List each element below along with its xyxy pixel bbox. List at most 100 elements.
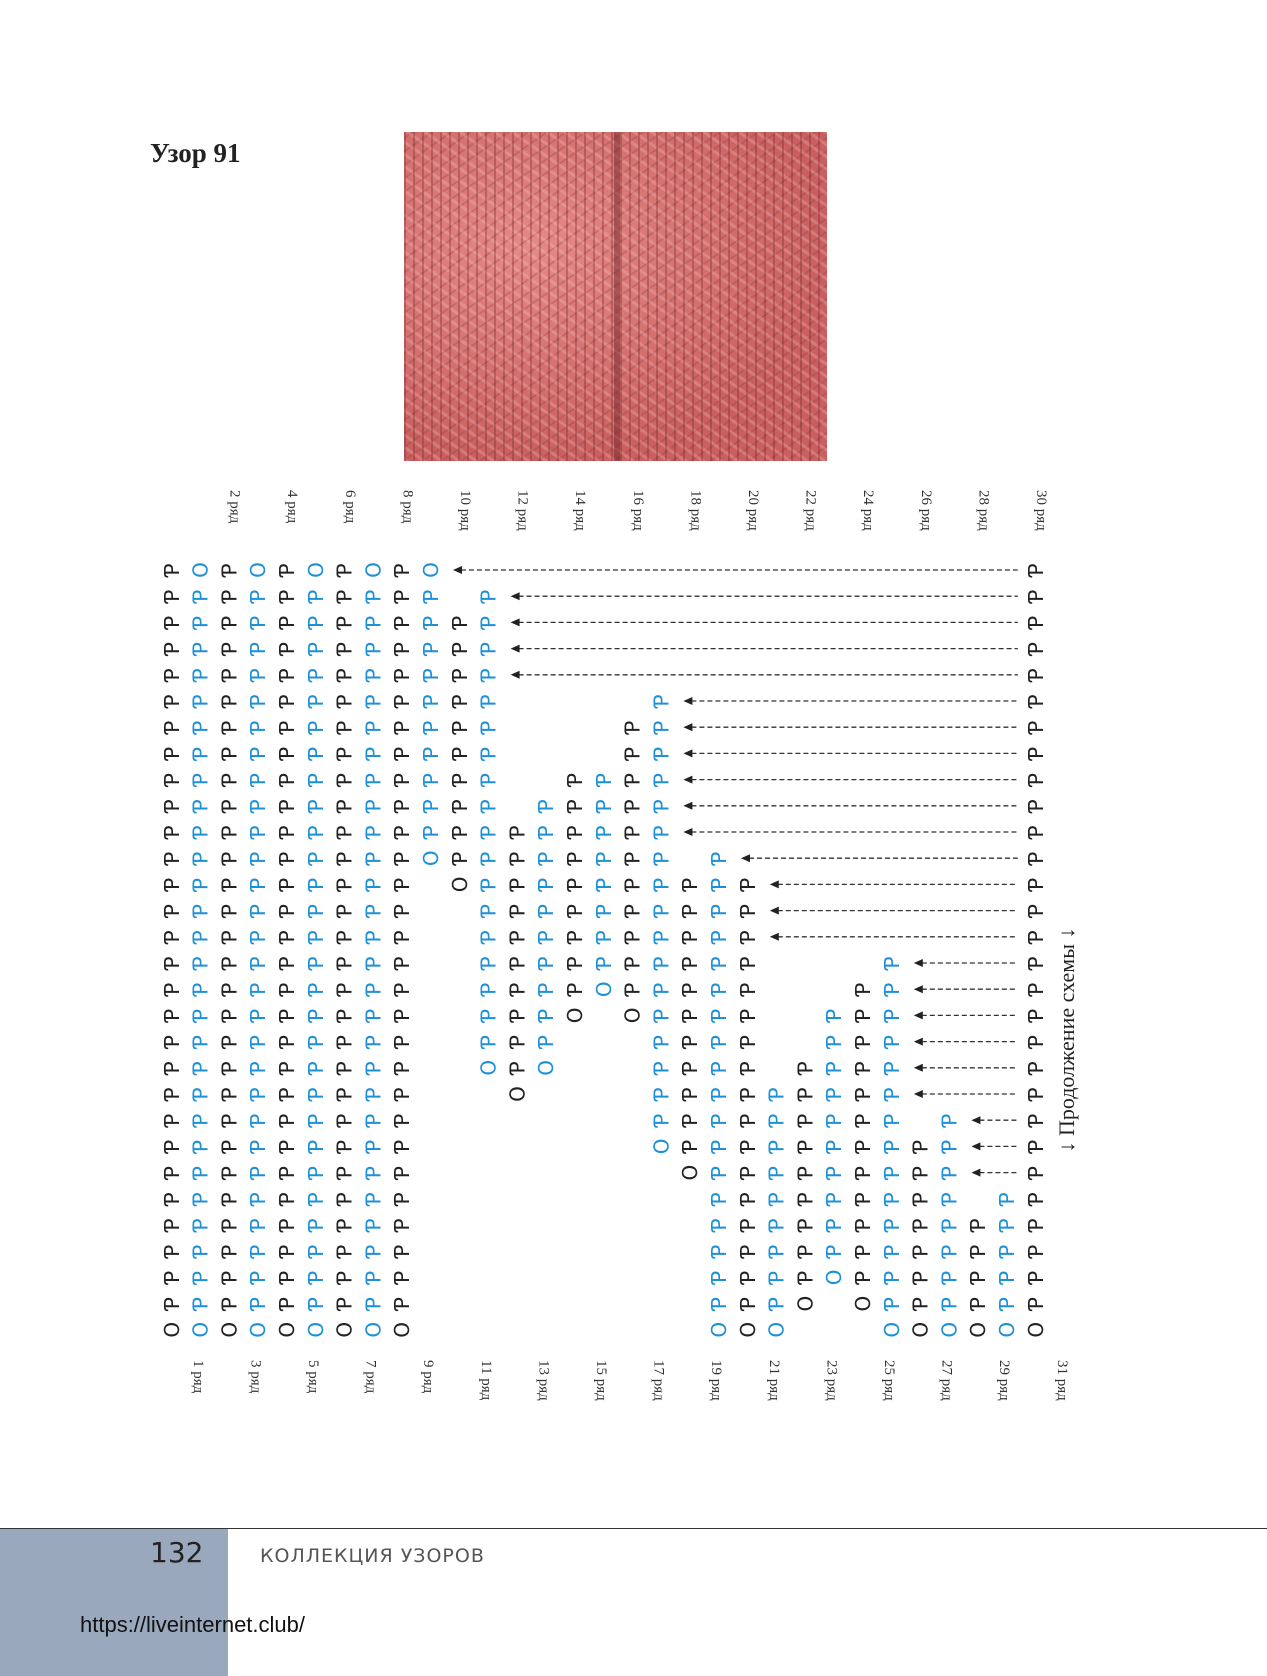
stitch-symbol: Ƥ — [246, 930, 270, 945]
stitch-symbol: Ƥ — [361, 1061, 385, 1076]
stitch-symbol: Ƥ — [419, 799, 443, 814]
stitch-symbol: Ƥ — [880, 1009, 904, 1024]
stitch-symbol: Ƥ — [189, 825, 213, 840]
stitch-symbol: Ƥ — [1024, 616, 1048, 631]
stitch-symbol: Ƥ — [390, 694, 414, 709]
stitch-symbol: Ƥ — [361, 1245, 385, 1260]
stitch-symbol: Ƥ — [361, 1140, 385, 1155]
stitch-symbol: O — [275, 1322, 299, 1338]
row-label: 17 ряд — [651, 1360, 667, 1401]
row-label: 9 ряд — [420, 1360, 436, 1394]
stitch-symbol: Ƥ — [477, 1009, 501, 1024]
stitch-symbol: Ƥ — [649, 825, 673, 840]
stitch-symbol: Ƥ — [937, 1271, 961, 1286]
row-label: 10 ряд — [457, 490, 473, 531]
stitch-symbol: Ƥ — [390, 799, 414, 814]
stitch-symbol: Ƥ — [361, 747, 385, 762]
stitch-symbol: Ƥ — [275, 904, 299, 919]
stitch-symbol: Ƥ — [822, 1114, 846, 1129]
stitch-symbol: Ƥ — [361, 1218, 385, 1233]
arrow-head-icon — [971, 1142, 981, 1151]
arrow-head-icon — [769, 906, 779, 915]
stitch-symbol: Ƥ — [534, 956, 558, 971]
stitch-symbol: O — [995, 1322, 1019, 1338]
stitch-symbol: Ƥ — [217, 878, 241, 893]
stitch-symbol: Ƥ — [361, 1114, 385, 1129]
stitch-symbol: Ƥ — [707, 1218, 731, 1233]
stitch-symbol: Ƥ — [477, 878, 501, 893]
stitch-symbol: Ƥ — [966, 1271, 990, 1286]
stitch-symbol: Ƥ — [563, 852, 587, 867]
stitch-symbol: Ƥ — [477, 590, 501, 605]
stitch-symbol: Ƥ — [851, 1087, 875, 1102]
stitch-symbol: Ƥ — [189, 721, 213, 736]
stitch-symbol: Ƥ — [275, 983, 299, 998]
stitch-symbol: Ƥ — [707, 904, 731, 919]
stitch-symbol: Ƥ — [448, 694, 472, 709]
stitch-symbol: Ƥ — [333, 1271, 357, 1286]
stitch-symbol: Ƥ — [592, 825, 616, 840]
stitch-symbol: Ƥ — [592, 956, 616, 971]
stitch-symbol: Ƥ — [189, 983, 213, 998]
stitch-symbol: Ƥ — [275, 1271, 299, 1286]
stitch-symbol: Ƥ — [160, 668, 184, 683]
stitch-symbol: Ƥ — [1024, 852, 1048, 867]
row-label: 20 ряд — [745, 490, 761, 531]
stitch-symbol: Ƥ — [275, 563, 299, 578]
row-label: 21 ряд — [766, 1360, 782, 1401]
stitch-symbol: Ƥ — [217, 747, 241, 762]
stitch-symbol: Ƥ — [304, 642, 328, 657]
stitch-symbol: O — [189, 562, 213, 578]
stitch-symbol: Ƥ — [505, 1009, 529, 1024]
stitch-symbol: Ƥ — [851, 1114, 875, 1129]
stitch-symbol: Ƥ — [851, 983, 875, 998]
stitch-symbol: Ƥ — [189, 1035, 213, 1050]
stitch-symbol: Ƥ — [822, 1140, 846, 1155]
stitch-symbol: Ƥ — [160, 773, 184, 788]
arrow-head-icon — [510, 670, 520, 679]
stitch-symbol: Ƥ — [621, 773, 645, 788]
stitch-symbol: Ƥ — [160, 956, 184, 971]
stitch-symbol: Ƥ — [822, 1087, 846, 1102]
stitch-symbol: Ƥ — [160, 1297, 184, 1312]
stitch-symbol: Ƥ — [505, 956, 529, 971]
stitch-symbol: O — [851, 1296, 875, 1312]
stitch-symbol: Ƥ — [361, 1009, 385, 1024]
stitch-symbol: Ƥ — [246, 799, 270, 814]
stitch-symbol: Ƥ — [477, 852, 501, 867]
stitch-symbol: Ƥ — [246, 694, 270, 709]
stitch-symbol: O — [217, 1322, 241, 1338]
row-label: 1 ряд — [190, 1360, 206, 1394]
stitch-symbol: Ƥ — [880, 1035, 904, 1050]
stitch-symbol: O — [246, 1322, 270, 1338]
stitch-symbol: Ƥ — [678, 1061, 702, 1076]
stitch-symbol: Ƥ — [361, 799, 385, 814]
stitch-symbol: Ƥ — [217, 1192, 241, 1207]
stitch-symbol: Ƥ — [419, 773, 443, 788]
stitch-symbol: Ƥ — [448, 825, 472, 840]
stitch-symbol: Ƥ — [246, 668, 270, 683]
stitch-symbol: Ƥ — [333, 1218, 357, 1233]
stitch-symbol: Ƥ — [275, 825, 299, 840]
row-label: 8 ряд — [399, 490, 415, 524]
stitch-symbol: Ƥ — [563, 930, 587, 945]
stitch-symbol: O — [765, 1322, 789, 1338]
arrow-head-icon — [683, 828, 693, 836]
stitch-symbol: Ƥ — [390, 1271, 414, 1286]
stitch-symbol: Ƥ — [246, 852, 270, 867]
arrow-head-icon — [453, 566, 462, 574]
stitch-symbol: Ƥ — [246, 1035, 270, 1050]
stitch-symbol: Ƥ — [304, 930, 328, 945]
stitch-symbol: Ƥ — [160, 799, 184, 814]
stitch-symbol: Ƥ — [304, 1245, 328, 1260]
stitch-symbol: Ƥ — [160, 878, 184, 893]
stitch-symbol: Ƥ — [275, 1035, 299, 1050]
stitch-symbol: Ƥ — [304, 799, 328, 814]
stitch-symbol: O — [534, 1060, 558, 1076]
stitch-symbol: Ƥ — [333, 1061, 357, 1076]
stitch-symbol: Ƥ — [333, 1087, 357, 1102]
row-label: 7 ряд — [363, 1360, 379, 1394]
stitch-symbol: Ƥ — [621, 930, 645, 945]
stitch-symbol: Ƥ — [563, 878, 587, 893]
row-label: 12 ряд — [515, 490, 531, 531]
